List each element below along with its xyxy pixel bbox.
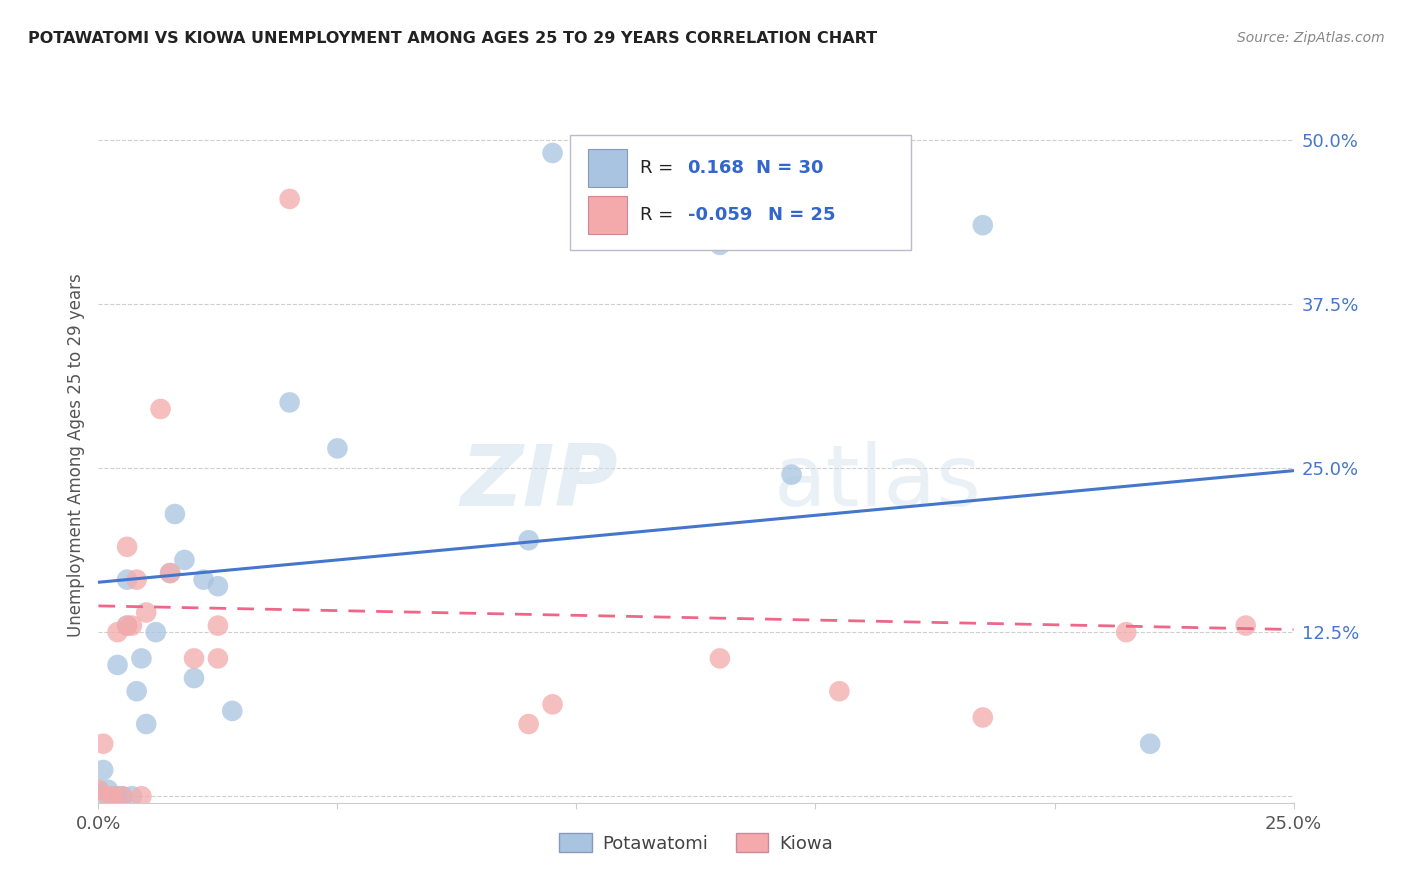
Point xyxy=(1139,737,1161,751)
Point xyxy=(517,717,540,731)
Point xyxy=(135,717,157,731)
Point xyxy=(1234,618,1257,632)
Text: POTAWATOMI VS KIOWA UNEMPLOYMENT AMONG AGES 25 TO 29 YEARS CORRELATION CHART: POTAWATOMI VS KIOWA UNEMPLOYMENT AMONG A… xyxy=(28,31,877,46)
Point xyxy=(91,763,114,777)
Point xyxy=(125,573,148,587)
Point xyxy=(115,618,138,632)
Point xyxy=(97,782,120,797)
Point xyxy=(111,789,134,804)
FancyBboxPatch shape xyxy=(589,149,627,187)
Point xyxy=(135,606,157,620)
Point xyxy=(115,618,138,632)
Point xyxy=(101,789,124,804)
Point xyxy=(87,782,110,797)
Point xyxy=(107,789,129,804)
Point xyxy=(91,789,114,804)
Point xyxy=(972,710,994,724)
Point xyxy=(121,618,143,632)
Point xyxy=(111,789,134,804)
Point xyxy=(193,573,215,587)
Point xyxy=(709,651,731,665)
Point xyxy=(207,579,229,593)
Point xyxy=(107,625,129,640)
Point xyxy=(101,789,124,804)
Text: ZIP: ZIP xyxy=(461,442,619,524)
Text: R =: R = xyxy=(640,159,673,177)
Point xyxy=(221,704,243,718)
Text: N = 30: N = 30 xyxy=(756,159,824,177)
Point xyxy=(541,698,564,712)
Text: R =: R = xyxy=(640,206,673,224)
Point xyxy=(131,789,153,804)
Point xyxy=(145,625,167,640)
Point xyxy=(972,218,994,232)
FancyBboxPatch shape xyxy=(571,135,911,250)
Point xyxy=(183,671,205,685)
Point xyxy=(1115,625,1137,640)
FancyBboxPatch shape xyxy=(589,196,627,235)
Point xyxy=(131,651,153,665)
Point xyxy=(541,146,564,161)
Text: Source: ZipAtlas.com: Source: ZipAtlas.com xyxy=(1237,31,1385,45)
Point xyxy=(87,782,110,797)
Point xyxy=(278,395,301,409)
Point xyxy=(149,401,172,416)
Point xyxy=(278,192,301,206)
Point xyxy=(125,684,148,698)
Text: -0.059: -0.059 xyxy=(688,206,752,224)
Point xyxy=(207,618,229,632)
Text: atlas: atlas xyxy=(773,442,981,524)
Point xyxy=(121,789,143,804)
Point xyxy=(780,467,803,482)
Point xyxy=(517,533,540,548)
Point xyxy=(159,566,181,580)
Point xyxy=(173,553,195,567)
Point xyxy=(163,507,186,521)
Point xyxy=(709,238,731,252)
Legend: Potawatomi, Kiowa: Potawatomi, Kiowa xyxy=(553,826,839,860)
Point xyxy=(159,566,181,580)
Y-axis label: Unemployment Among Ages 25 to 29 years: Unemployment Among Ages 25 to 29 years xyxy=(66,273,84,637)
Point xyxy=(828,684,851,698)
Point xyxy=(107,657,129,672)
Point xyxy=(97,789,120,804)
Point xyxy=(207,651,229,665)
Point xyxy=(115,540,138,554)
Point xyxy=(183,651,205,665)
Point xyxy=(326,442,349,456)
Text: N = 25: N = 25 xyxy=(768,206,835,224)
Point xyxy=(115,573,138,587)
Text: 0.168: 0.168 xyxy=(688,159,745,177)
Point xyxy=(91,737,114,751)
